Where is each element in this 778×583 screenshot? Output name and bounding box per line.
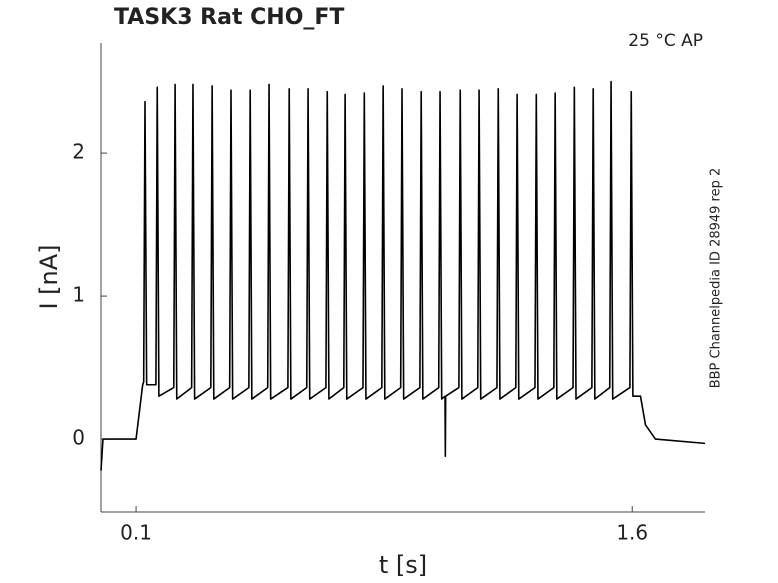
y-tick-label: 1 — [72, 283, 85, 307]
x-tick-label: 1.6 — [616, 521, 648, 545]
side-note: BBP Channelpedia ID 28949 rep 2 — [709, 168, 724, 389]
x-axis-label: t [s] — [379, 551, 427, 579]
y-axis-label: I [nA] — [35, 244, 63, 309]
y-tick-label: 2 — [72, 140, 85, 164]
trace-line — [100, 80, 706, 471]
y-tick-label: 0 — [72, 426, 85, 450]
annotation: 25 °C AP — [628, 31, 703, 51]
x-tick-label: 0.1 — [120, 521, 152, 545]
chart-title: TASK3 Rat CHO_FT — [114, 5, 344, 30]
